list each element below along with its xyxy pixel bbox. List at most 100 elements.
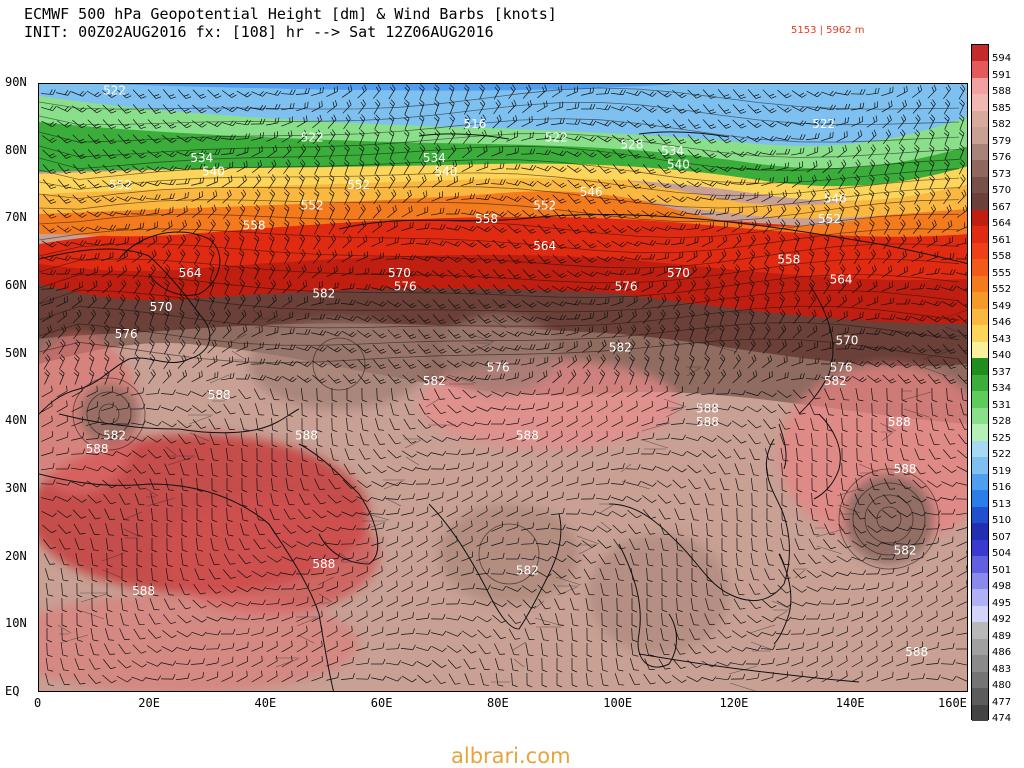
wind-barb (716, 150, 732, 158)
color-scale-label: 507 (992, 531, 1012, 543)
wind-barb (700, 208, 716, 215)
wind-barb (581, 119, 597, 126)
geopotential-map[interactable]: 522 516 522 522 528 522 534 534 534 540 540 540 552 5… (38, 83, 968, 692)
wind-barb (656, 225, 672, 231)
wind-barb (612, 164, 627, 174)
wind-barb (793, 249, 800, 265)
wind-barb (404, 144, 410, 160)
wind-barb (223, 219, 231, 235)
wind-barb (343, 114, 351, 130)
wind-barb (943, 84, 951, 100)
wind-barb (866, 115, 878, 128)
wind-barb (191, 177, 205, 186)
contour-label: 522 (301, 131, 324, 145)
wind-barb (838, 219, 845, 235)
color-scale-swatch (972, 275, 988, 293)
wind-barb (446, 192, 460, 201)
wind-barb (836, 117, 849, 126)
wind-barb (386, 220, 398, 233)
contour-line (39, 274, 960, 298)
wind-barb (311, 100, 323, 113)
wind-barb (295, 88, 310, 95)
wind-barb (838, 174, 846, 190)
x-tick-label: 40E (254, 696, 277, 710)
wind-barb (806, 160, 818, 173)
wind-barb (791, 147, 805, 156)
wind-barb (162, 104, 177, 114)
wind-barb (343, 204, 351, 220)
wind-barb (716, 180, 732, 186)
wind-barb (508, 84, 516, 100)
y-tick-label: 50N (5, 345, 27, 360)
y-tick-label: 90N (5, 75, 27, 89)
wind-barb (943, 174, 951, 190)
wind-barb (778, 249, 785, 265)
wind-barb (297, 264, 307, 279)
wind-barb (117, 164, 132, 174)
wind-barb (927, 84, 937, 99)
closed-contour (864, 494, 914, 544)
color-scale-swatch (972, 127, 988, 145)
wind-barb (176, 192, 189, 201)
color-scale-label: 564 (992, 218, 1012, 230)
wind-barb (521, 180, 537, 187)
wind-barb (537, 224, 552, 234)
wind-barb (597, 179, 612, 189)
wind-barb (41, 120, 57, 128)
wind-barb (431, 256, 447, 262)
wind-barb (193, 264, 200, 280)
wind-barb (476, 161, 489, 172)
wind-barb (896, 85, 908, 98)
wind-barb (701, 181, 717, 187)
wind-barb (687, 264, 697, 279)
wind-barb (657, 179, 672, 189)
wind-barb (656, 195, 672, 203)
contour-label: 582 (609, 340, 632, 354)
wind-barb (851, 116, 863, 127)
wind-barb (944, 114, 950, 130)
color-scale-swatch (972, 572, 988, 590)
wind-barb (868, 189, 875, 205)
wind-barb (522, 254, 537, 264)
wind-barb (162, 119, 177, 129)
wind-barb (701, 165, 717, 173)
wind-barb (521, 115, 533, 128)
wind-barb (446, 175, 458, 187)
color-scale-swatch (972, 539, 988, 557)
wind-barb (283, 159, 291, 175)
band-522-north (99, 84, 679, 91)
wind-barb (701, 222, 714, 231)
wind-barb (552, 224, 567, 234)
wind-barb (702, 134, 717, 144)
wind-barb (657, 134, 672, 144)
wind-barb (567, 194, 582, 204)
wind-barb (268, 204, 275, 220)
color-scale-label: 546 (992, 317, 1012, 329)
wind-barb (101, 265, 113, 278)
color-scale-label: 513 (992, 498, 1012, 510)
wind-barb (552, 239, 567, 249)
contour-label: 576 (487, 361, 510, 375)
contour-label: 552 (109, 178, 132, 192)
wind-barb (71, 267, 85, 276)
wind-barb (883, 219, 891, 235)
wind-barb (626, 120, 642, 128)
wind-barb (506, 180, 522, 186)
contour-label: 564 (179, 266, 202, 280)
wind-barb (356, 235, 368, 248)
wind-barb (566, 270, 582, 278)
wind-barb (328, 189, 335, 205)
wind-barb (823, 249, 830, 265)
wind-barb (491, 210, 507, 218)
wind-barb (642, 119, 657, 129)
wind-barb (777, 89, 792, 99)
contour-label: 528 (620, 137, 643, 151)
wind-barb (372, 84, 382, 99)
wind-barb (448, 99, 455, 115)
wind-barb (927, 219, 937, 234)
wind-barb (41, 269, 57, 276)
wind-barb (101, 90, 117, 98)
wind-barb (941, 220, 953, 233)
wind-barb (671, 265, 683, 278)
